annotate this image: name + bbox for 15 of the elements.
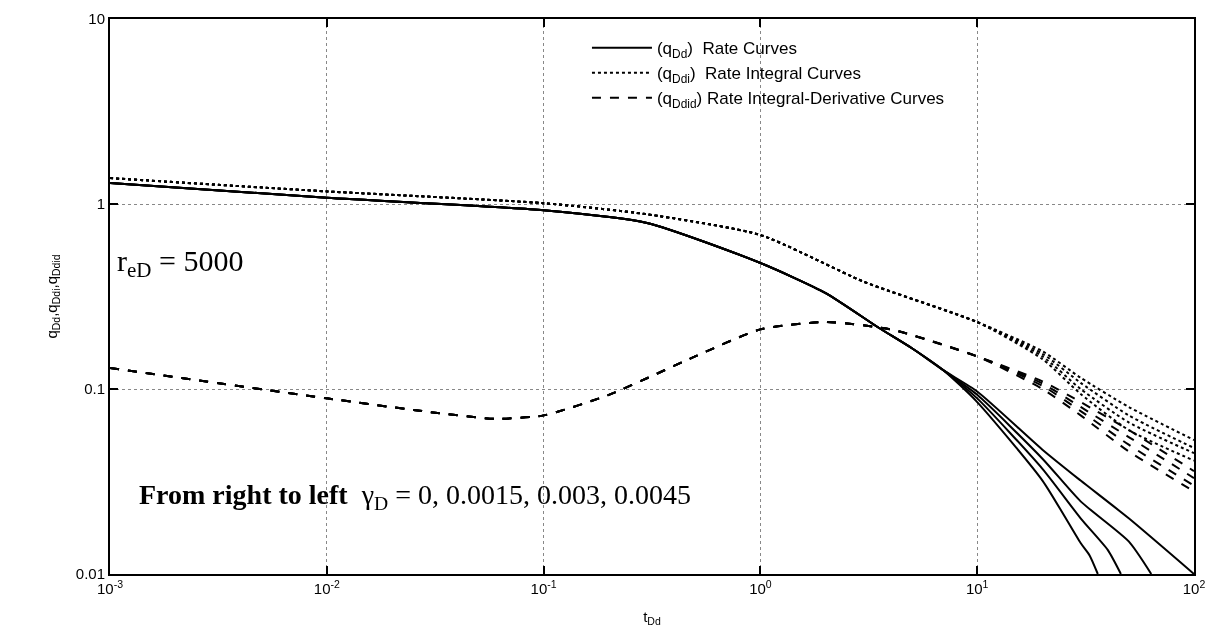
y-tick-label: 0.01 <box>75 565 105 583</box>
y-tick-label: 10 <box>88 10 105 28</box>
annotation: From right to left γ$_{D}$ = 0, 0.0015, 0.003, 0.0045 <box>139 479 691 514</box>
y-tick-label: 0.1 <box>84 380 105 398</box>
y-tick-label: 1 <box>96 195 105 213</box>
legend-label: (q$_{Ddid}$) Rate Integral-Derivative Curves <box>656 89 945 112</box>
x-tick-label: 10$^{1}$ <box>965 577 989 597</box>
x-axis-title: t$_{Dd}$ <box>643 607 661 627</box>
annotation: r$_{eD}$ = 5000 <box>117 244 244 283</box>
x-tick-label: 10$^{2}$ <box>1182 577 1206 597</box>
x-tick-label: 10$^{-1}$ <box>530 577 557 597</box>
legend-label: (q$_{Ddi}$) Rate Integral Curves <box>656 64 861 86</box>
x-tick-label: 10$^{0}$ <box>749 577 772 597</box>
legend-label: (q$_{Dd}$) Rate Curves <box>656 39 797 61</box>
x-tick-label: 10$^{-2}$ <box>313 577 340 597</box>
